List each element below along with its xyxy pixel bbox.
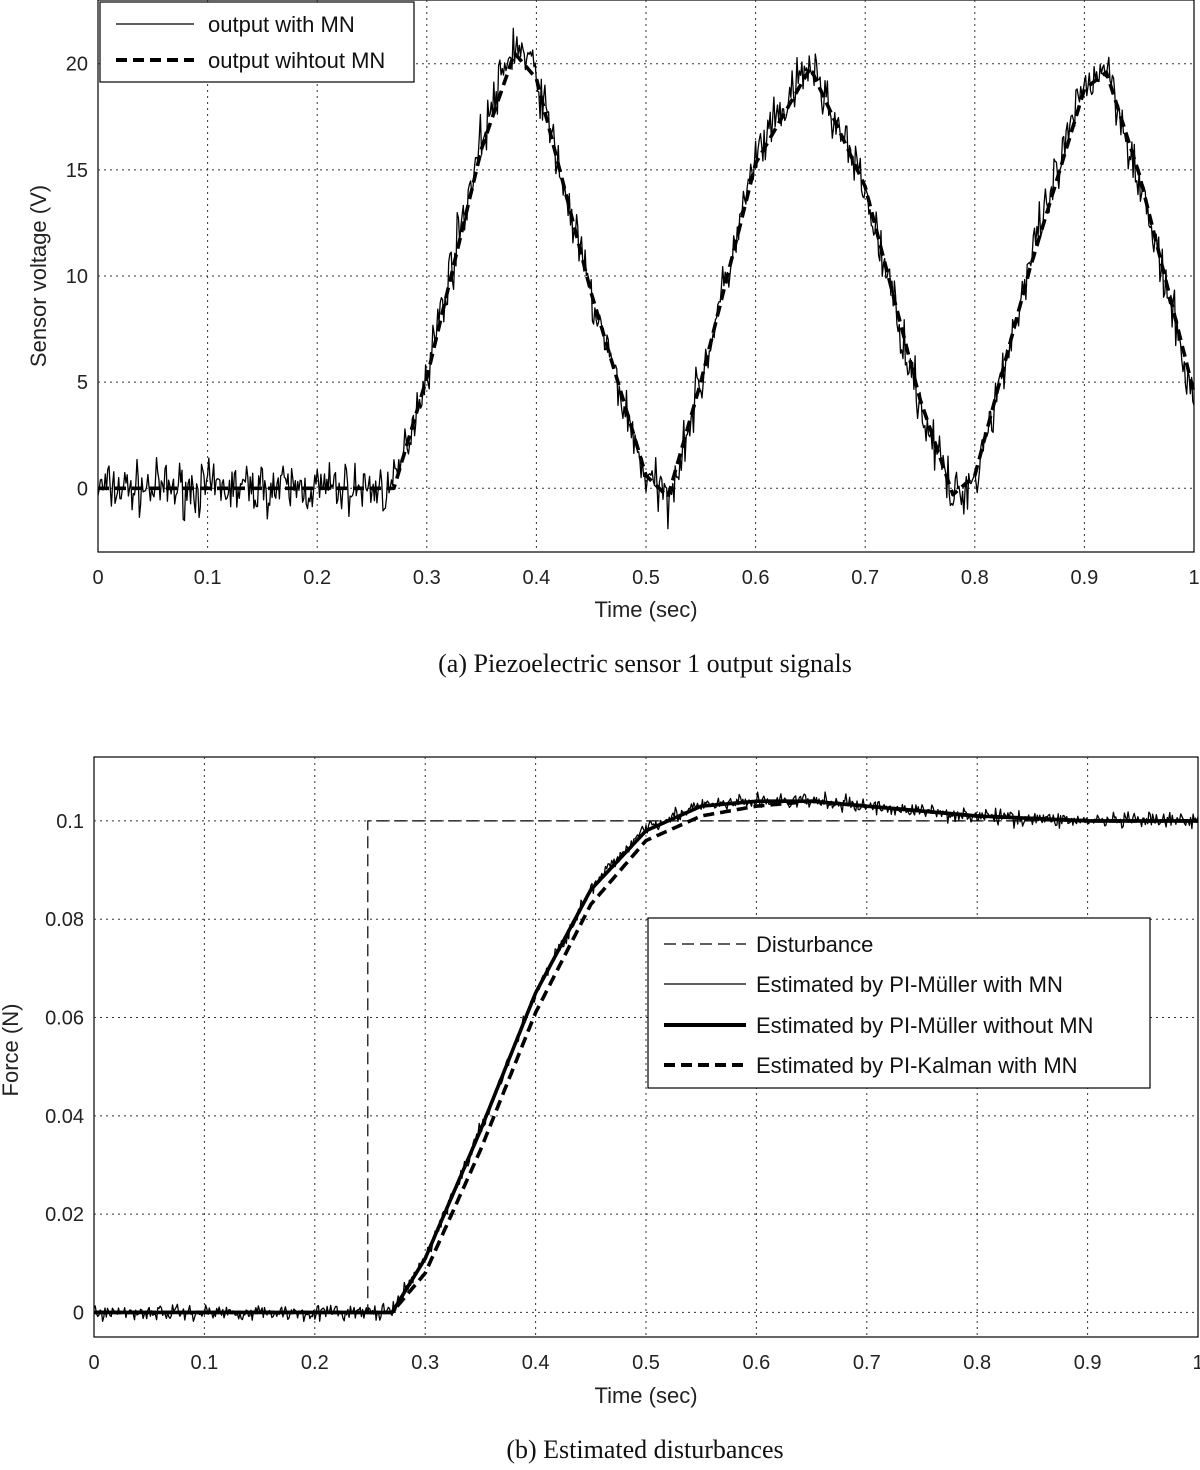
y-tick-label: 15 <box>66 160 88 182</box>
x-axis-label-b: Time (sec) <box>594 1383 697 1408</box>
x-tick-label: 0 <box>88 1352 99 1374</box>
series-line-a-0 <box>97 27 1195 530</box>
x-tick-label: 0.5 <box>632 1352 660 1374</box>
y-tick-label: 0 <box>73 1302 84 1324</box>
caption-a: (a) Piezoelectric sensor 1 output signal… <box>438 649 852 678</box>
x-tick-label: 0.4 <box>522 567 550 589</box>
x-tick-label: 0.6 <box>742 1352 770 1374</box>
legend-label-disturbance: Disturbance <box>756 932 873 957</box>
y-tick-labels-a: 0 5 10 15 20 <box>66 54 88 501</box>
chart-panel-b: 0 0.1 0.2 0.3 0.4 0.5 0.6 0.7 0.8 0.9 1 00.020.040… <box>0 756 1200 1464</box>
caption-b: (b) Estimated disturbances <box>506 1435 783 1464</box>
x-tick-label: 0.3 <box>411 1352 439 1374</box>
y-axis-label-b: Force (N) <box>0 1004 23 1097</box>
x-tick-label: 0.1 <box>194 567 222 589</box>
x-tick-label: 0.8 <box>961 567 989 589</box>
x-tick-label: 0.7 <box>851 567 879 589</box>
legend-label-pi-muller-without-mn: Estimated by PI-Müller without MN <box>756 1013 1093 1038</box>
series-line-a-1 <box>97 51 1196 499</box>
x-tick-labels-a: 0 0.1 0.2 0.3 0.4 0.5 0.6 0.7 0.8 0.9 1 <box>92 567 1199 589</box>
y-tick-label: 0.1 <box>56 811 84 833</box>
x-tick-label: 0.4 <box>522 1352 550 1374</box>
legend-b: Disturbance Estimated by PI-Müller with … <box>647 917 1151 1089</box>
x-tick-label: 0.7 <box>853 1352 881 1374</box>
series-line-b-3 <box>93 799 1199 1315</box>
x-tick-label: 0.6 <box>742 567 770 589</box>
y-tick-label: 20 <box>66 54 88 76</box>
x-tick-label: 1 <box>1188 567 1199 589</box>
x-tick-label: 0.2 <box>301 1352 329 1374</box>
y-tick-label: 0 <box>77 478 88 500</box>
legend-label-output-without-mn: output wihtout MN <box>208 48 385 73</box>
x-tick-label: 0.9 <box>1074 1352 1102 1374</box>
series-group-a <box>97 27 1196 530</box>
x-tick-label: 0.8 <box>963 1352 991 1374</box>
x-tick-label: 0.9 <box>1070 567 1098 589</box>
y-tick-labels-b: 0 0.02 0.04 0.06 0.08 0.1 <box>45 811 84 1325</box>
legend-box-b <box>647 917 1151 1089</box>
y-tick-label: 0.02 <box>45 1204 84 1226</box>
x-tick-label: 1 <box>1192 1352 1200 1374</box>
y-axis-label-a: Sensor voltage (V) <box>26 185 51 367</box>
x-tick-labels-b: 0 0.1 0.2 0.3 0.4 0.5 0.6 0.7 0.8 0.9 1 <box>88 1352 1200 1374</box>
x-tick-label: 0.1 <box>190 1352 218 1374</box>
legend-label-pi-kalman-with-mn: Estimated by PI-Kalman with MN <box>756 1053 1078 1078</box>
y-tick-label: 0.04 <box>45 1106 84 1128</box>
y-tick-label: 0.08 <box>45 909 84 931</box>
y-tick-label: 0.06 <box>45 1008 84 1030</box>
legend-a: output with MN output wihtout MN <box>99 1 415 83</box>
y-tick-label: 5 <box>77 372 88 394</box>
legend-box-a <box>99 1 415 83</box>
legend-label-pi-muller-with-mn: Estimated by PI-Müller with MN <box>756 972 1063 997</box>
x-tick-label: 0.3 <box>413 567 441 589</box>
x-tick-label: 0.5 <box>632 567 660 589</box>
y-tick-label: 10 <box>66 266 88 288</box>
series-group-b <box>93 791 1199 1323</box>
x-tick-label: 0.2 <box>303 567 331 589</box>
x-axis-label-a: Time (sec) <box>594 597 697 622</box>
legend-label-output-with-mn: output with MN <box>208 12 355 37</box>
chart-panel-a: 0 0.1 0.2 0.3 0.4 0.5 0.6 0.7 0.8 0.9 1 0 5 10 15 20 T… <box>26 0 1200 678</box>
x-tick-label: 0 <box>92 567 103 589</box>
